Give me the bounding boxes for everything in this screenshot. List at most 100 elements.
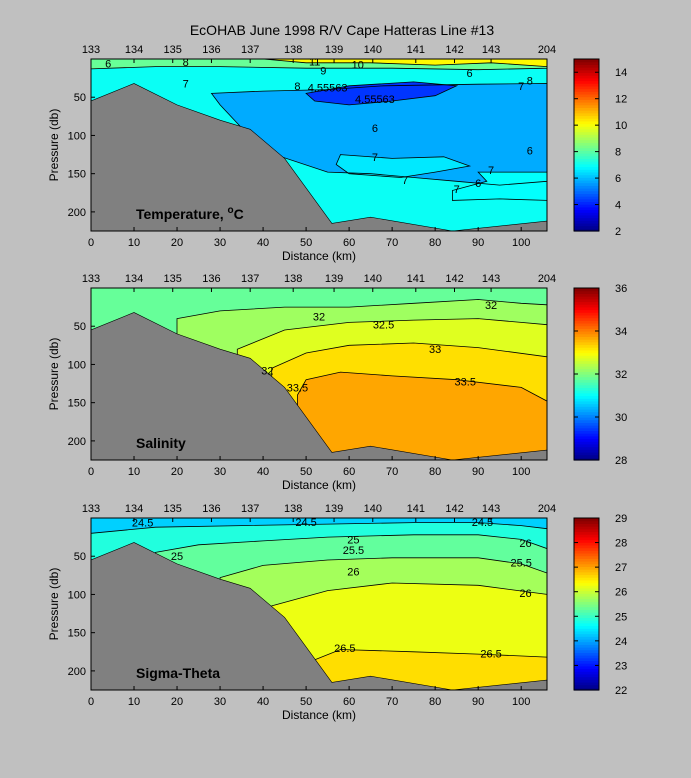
colorbar-cell (574, 131, 599, 135)
colorbar-cell (574, 676, 599, 680)
colorbar-cell (574, 171, 599, 176)
station-label: 142 (445, 44, 463, 56)
station-label: 133 (82, 503, 100, 515)
colorbar-cell (574, 147, 599, 151)
colorbar-cell (574, 544, 599, 549)
colorbar-cell (574, 309, 599, 313)
x-tick-label: 10 (128, 466, 140, 478)
colorbar-cell (574, 644, 599, 648)
colorbar-cell (574, 668, 599, 672)
contour-line-2 (236, 318, 547, 460)
colorbar-cell (574, 687, 599, 691)
colorbar-cell (574, 665, 599, 670)
colorbar-cell (574, 595, 599, 600)
colorbar-cell (574, 222, 599, 227)
x-tick-label: 30 (214, 237, 226, 249)
y-tick-label: 50 (74, 321, 86, 333)
colorbar-cell (574, 166, 599, 170)
x-tick-label: 50 (300, 466, 312, 478)
colorbar-cell (574, 317, 599, 321)
colorbar-cell (574, 571, 599, 576)
seafloor (91, 312, 547, 460)
colorbar-tick-label: 12 (615, 94, 627, 106)
y-tick-label: 50 (74, 92, 86, 104)
colorbar-cell (574, 622, 599, 627)
colorbar-cell (574, 93, 599, 98)
panel-2: 32 32.5 32 33 33.5 32 33.5 Salinity 0 10 20 30 40 50 6… (47, 273, 627, 492)
colorbar-cell (574, 630, 599, 635)
station-label: 136 (202, 44, 220, 56)
colorbar-cell (574, 536, 599, 541)
station-label: 134 (125, 503, 143, 515)
colorbar-cell (574, 182, 599, 186)
colorbar-cell (574, 425, 599, 429)
colorbar-cell (574, 526, 599, 530)
colorbar-cell (574, 196, 599, 200)
y-tick-label: 200 (68, 436, 86, 448)
colorbar-cell (574, 382, 599, 386)
contour-label: 25 (171, 551, 183, 563)
colorbar-cell (574, 636, 599, 640)
colorbar-cell (574, 110, 599, 114)
colorbar-tick-label: 36 (615, 283, 627, 295)
station-label: 133 (82, 273, 100, 285)
contour-label: 25.5 (510, 557, 531, 569)
colorbar-cell (574, 374, 599, 378)
x-tick-label: 50 (300, 237, 312, 249)
x-tick-label: 100 (512, 696, 530, 708)
colorbar-tick-label: 27 (615, 562, 627, 574)
colorbar-cell (574, 403, 599, 407)
x-tick-label: 60 (343, 466, 355, 478)
x-tick-label: 90 (472, 237, 484, 249)
contour-label: 26.5 (480, 648, 501, 660)
colorbar-cell (574, 649, 599, 653)
colorbar-cell (574, 443, 599, 448)
colorbar-tick-label: 28 (615, 538, 627, 550)
figure-title: EcOHAB June 1998 R/V Cape Hatteras Line … (190, 22, 495, 38)
colorbar-cell (574, 355, 599, 359)
contour-line-1 (91, 522, 547, 690)
colorbar-cell (574, 360, 599, 364)
colorbar-cell (574, 331, 599, 335)
colorbar-cell (574, 158, 599, 162)
y-tick-label: 200 (68, 207, 86, 219)
colorbar-cell (574, 376, 599, 380)
contour-line-3 (219, 557, 547, 690)
colorbar-tick-label: 22 (615, 685, 627, 697)
contour-line-4 (305, 81, 459, 106)
contour-line-5 (335, 154, 472, 178)
colorbar-cell (574, 652, 599, 656)
colorbar-cell (574, 574, 599, 578)
contour-line-4 (271, 582, 547, 690)
colorbar-tick-label: 30 (615, 412, 627, 424)
colorbar-tick-label: 4 (615, 200, 621, 212)
contour-label: 33.5 (455, 376, 476, 388)
colorbar-cell (574, 638, 599, 643)
x-tick-label: 40 (257, 237, 269, 249)
colorbar-cell (574, 293, 599, 297)
colorbar-tick-label: 26 (615, 587, 627, 599)
panel-title: Salinity (136, 435, 186, 451)
contour-label: 33 (429, 344, 441, 356)
contour-label: 4.55563 (355, 94, 395, 106)
x-tick-label: 20 (171, 696, 183, 708)
contour-label: 6 (527, 146, 533, 158)
colorbar-cell (574, 657, 599, 662)
colorbar-cell (574, 169, 599, 173)
colorbar-cell (574, 220, 599, 224)
colorbar-cell (574, 523, 599, 527)
colorbar-cell (574, 296, 599, 300)
colorbar-cell (574, 417, 599, 421)
x-tick-label: 70 (386, 696, 398, 708)
colorbar-cell (574, 655, 599, 659)
contour-line-2 (263, 59, 547, 68)
colorbar-cell (574, 395, 599, 399)
x-tick-label: 80 (429, 466, 441, 478)
colorbar-cell (574, 88, 599, 92)
colorbar-cell (574, 585, 599, 589)
x-tick-label: 60 (343, 696, 355, 708)
y-tick-label: 100 (68, 359, 86, 371)
